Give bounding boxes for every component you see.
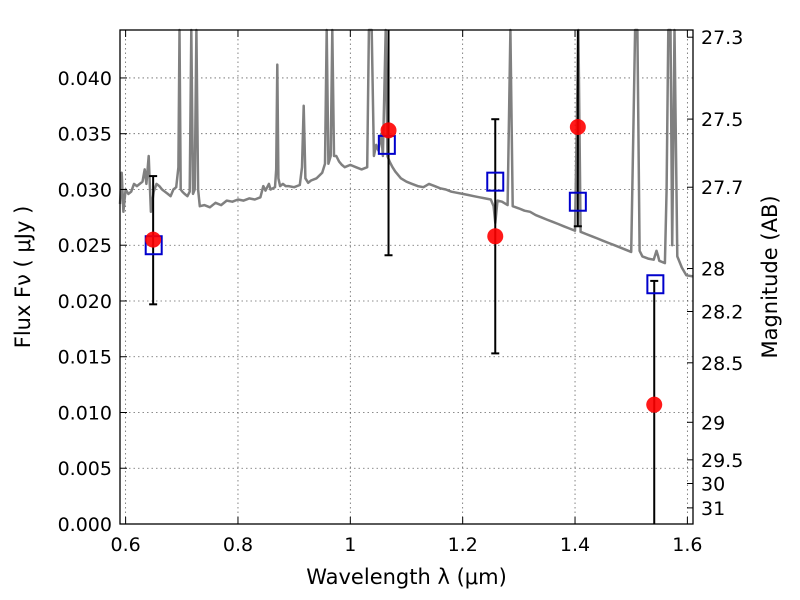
y2-tick-label: 27.5	[701, 109, 743, 131]
x-tick-label: 1.6	[672, 534, 702, 556]
y-tick-label: 0.025	[58, 235, 112, 257]
plot-frame	[119, 29, 694, 525]
model-photometry-square	[486, 171, 505, 192]
model-spectrum-line	[118, 28, 694, 278]
y-tick-label: 0.040	[58, 68, 112, 90]
observed-flux-point	[569, 119, 586, 136]
y-tick-label: 0.010	[58, 402, 112, 424]
y-axis-label: Flux Fν ( μJy )	[11, 206, 35, 349]
points-layer	[144, 119, 665, 413]
observed-flux-point	[487, 228, 504, 245]
observed-flux-point	[646, 396, 663, 413]
y-tick-label: 0.030	[58, 179, 112, 201]
y2-tick-label: 31	[701, 498, 725, 520]
observed-flux-point	[380, 122, 397, 139]
x-tick-label: 1	[344, 534, 356, 556]
ticks-layer: 0.6 0.8 1 1.2 1.4 1.6 0.000 0.005 0.010 0.015 0.02…	[58, 27, 744, 556]
y-tick-label: 0.005	[58, 458, 112, 480]
y2-tick-label: 28.5	[701, 353, 743, 375]
y2-axis-label: Magnitude (AB)	[758, 195, 782, 358]
x-tick-label: 0.6	[111, 534, 141, 556]
y2-tick-label: 30	[701, 474, 725, 496]
y-tick-label: 0.000	[58, 514, 112, 536]
y2-tick-label: 29.5	[701, 450, 743, 472]
x-tick-label: 1.4	[560, 534, 590, 556]
y2-tick-label: 29	[701, 412, 725, 434]
y-tick-label: 0.035	[58, 124, 112, 146]
y2-tick-label: 27.7	[701, 177, 743, 199]
y2-tick-label: 27.3	[701, 27, 743, 49]
x-tick-label: 0.8	[223, 534, 253, 556]
y-tick-label: 0.020	[58, 291, 112, 313]
observed-flux-point	[145, 231, 162, 248]
model-photometry-square	[568, 191, 587, 212]
y2-tick-label: 28.2	[701, 302, 743, 324]
x-axis-label: Wavelength λ (μm)	[306, 565, 507, 589]
model-photometry-square	[646, 274, 665, 295]
errorbar-layer	[149, 30, 659, 524]
y2-tick-label: 28	[701, 259, 725, 281]
grid-layer	[120, 30, 693, 525]
spectrum-layer	[118, 28, 694, 278]
x-tick-label: 1.2	[448, 534, 478, 556]
y-tick-label: 0.015	[58, 347, 112, 369]
